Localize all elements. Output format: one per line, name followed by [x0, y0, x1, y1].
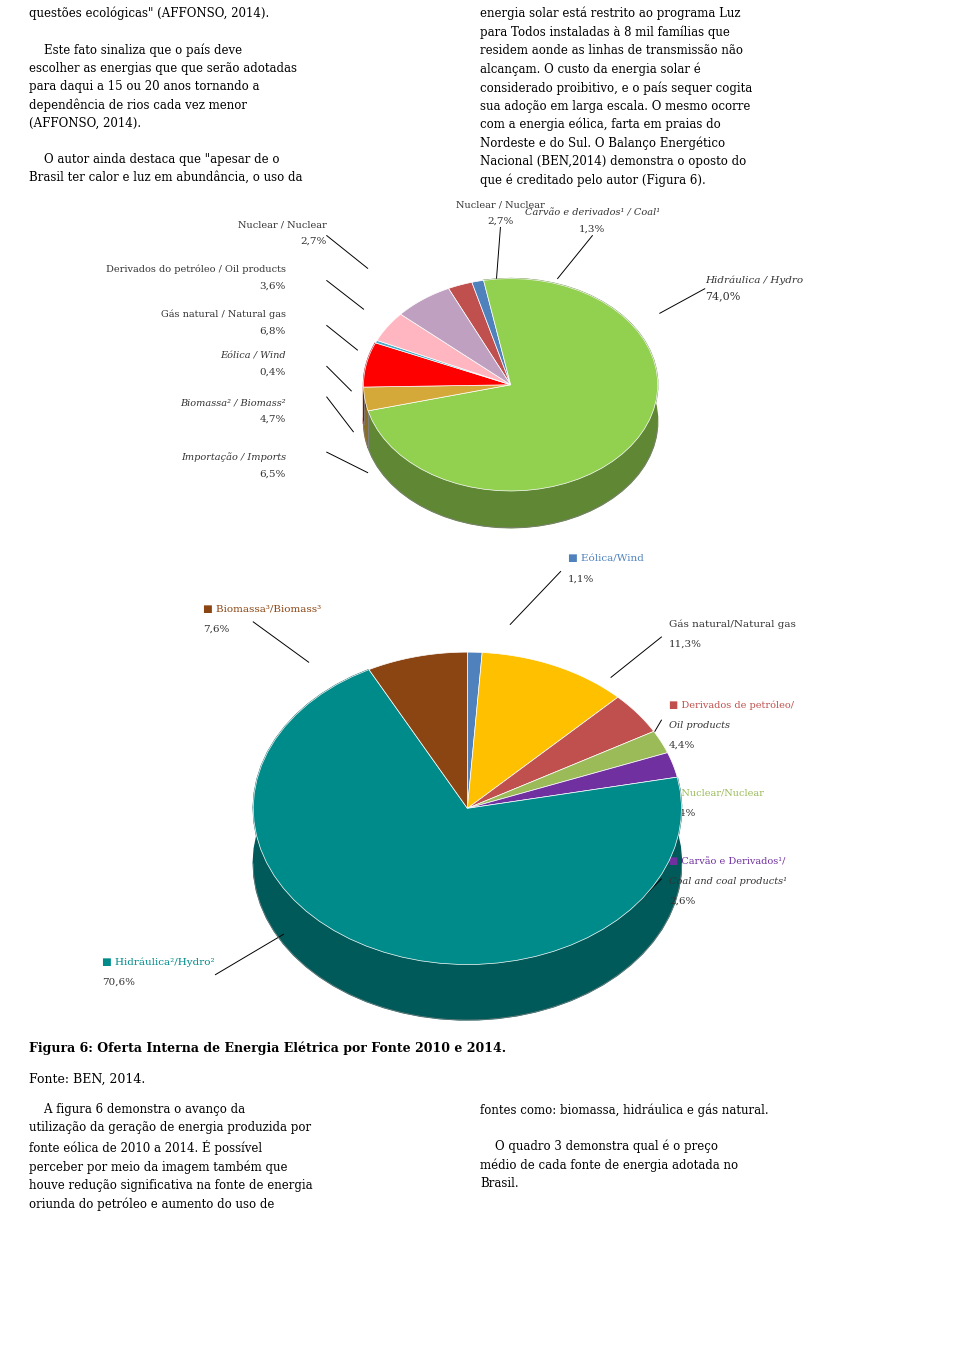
Text: ■ Biomassa³/Biomass³: ■ Biomassa³/Biomass³ [203, 605, 321, 614]
Polygon shape [472, 281, 511, 385]
Text: 2,6%: 2,6% [669, 898, 695, 906]
Text: Oil products: Oil products [669, 720, 730, 730]
Text: Fonte: BEN, 2014.: Fonte: BEN, 2014. [29, 1073, 145, 1086]
Polygon shape [368, 279, 658, 527]
Polygon shape [364, 387, 368, 448]
Polygon shape [468, 652, 618, 809]
Text: 6,8%: 6,8% [259, 327, 286, 335]
Polygon shape [468, 753, 677, 809]
Polygon shape [400, 289, 511, 385]
Text: ■ Hidráulica²/Hydro²: ■ Hidráulica²/Hydro² [102, 957, 215, 967]
Text: Figura 6: Oferta Interna de Energia Elétrica por Fonte 2010 e 2014.: Figura 6: Oferta Interna de Energia Elét… [29, 1042, 506, 1056]
Polygon shape [253, 670, 682, 964]
Text: Gás natural/Natural gas: Gás natural/Natural gas [669, 620, 796, 629]
Text: Nuclear / Nuclear: Nuclear / Nuclear [238, 221, 326, 229]
Text: 1,3%: 1,3% [579, 225, 606, 233]
Polygon shape [364, 343, 511, 387]
Text: A figura 6 demonstra o avanço da
utilização da geração de energia produzida por
: A figura 6 demonstra o avanço da utiliza… [29, 1103, 312, 1211]
Text: 70,6%: 70,6% [102, 978, 135, 986]
Text: 11,3%: 11,3% [669, 640, 702, 650]
Text: fontes como: biomassa, hidráulica e gás natural.

    O quadro 3 demonstra qual : fontes como: biomassa, hidráulica e gás … [480, 1103, 769, 1190]
Text: 74,0%: 74,0% [705, 291, 740, 301]
Text: 4,4%: 4,4% [669, 741, 695, 750]
Polygon shape [448, 282, 511, 385]
Text: 4,7%: 4,7% [259, 414, 286, 424]
Text: questões ecológicas" (AFFONSO, 2014).

    Este fato sinaliza que o país deve
es: questões ecológicas" (AFFONSO, 2014). Es… [29, 7, 302, 184]
Polygon shape [468, 652, 482, 809]
Polygon shape [369, 652, 468, 809]
Text: 2,7%: 2,7% [488, 217, 514, 225]
Text: Derivados do petróleo / Oil products: Derivados do petróleo / Oil products [106, 264, 286, 274]
Polygon shape [377, 315, 511, 385]
Text: 6,5%: 6,5% [259, 470, 286, 478]
Polygon shape [375, 340, 511, 385]
Text: energia solar está restrito ao programa Luz
para Todos instaladas à 8 mil famíli: energia solar está restrito ao programa … [480, 7, 753, 187]
Text: Gás natural / Natural gas: Gás natural / Natural gas [161, 309, 286, 319]
Text: ■ Carvão e Derivados¹/: ■ Carvão e Derivados¹/ [669, 857, 785, 866]
Polygon shape [364, 385, 511, 411]
Text: Nuclear / Nuclear: Nuclear / Nuclear [456, 200, 545, 208]
Polygon shape [368, 279, 658, 490]
Text: 2,4%: 2,4% [669, 809, 695, 819]
Text: 2,7%: 2,7% [300, 237, 326, 245]
Text: Hidráulica / Hydro: Hidráulica / Hydro [705, 275, 803, 285]
Text: 1,1%: 1,1% [568, 575, 594, 583]
Text: ■ Eólica/Wind: ■ Eólica/Wind [568, 554, 644, 564]
Polygon shape [253, 670, 682, 1020]
Text: Importação / Imports: Importação / Imports [180, 452, 286, 462]
Polygon shape [468, 697, 654, 809]
Text: 7,6%: 7,6% [203, 625, 229, 633]
Polygon shape [468, 731, 667, 809]
Text: 3,6%: 3,6% [259, 282, 286, 290]
Text: Biomassa² / Biomass²: Biomassa² / Biomass² [180, 398, 286, 407]
Text: 0,4%: 0,4% [259, 368, 286, 376]
Text: ■ Derivados de petróleo/: ■ Derivados de petróleo/ [669, 700, 794, 710]
Text: ■ Nuclear/Nuclear: ■ Nuclear/Nuclear [669, 789, 764, 798]
Text: Coal and coal products¹: Coal and coal products¹ [669, 877, 787, 885]
Text: Eólica / Wind: Eólica / Wind [220, 351, 286, 360]
Text: Carvão e derivados¹ / Coal¹: Carvão e derivados¹ / Coal¹ [525, 208, 660, 217]
Polygon shape [364, 343, 375, 424]
